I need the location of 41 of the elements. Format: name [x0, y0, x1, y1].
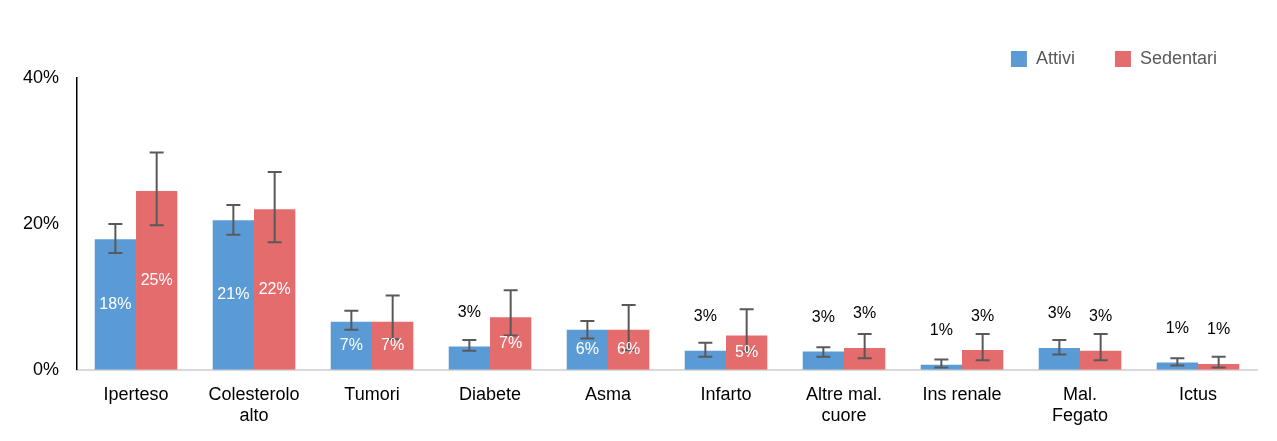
bar	[94, 239, 137, 370]
data-label: 3%	[1047, 304, 1071, 322]
bar	[844, 347, 886, 370]
y-tick-label: 40%	[23, 66, 60, 87]
y-tick-label: 20%	[23, 212, 60, 233]
x-tick-label: Colesterolo alto	[208, 383, 300, 426]
x-tick-label: Ins renale	[922, 383, 1002, 404]
bar	[254, 209, 296, 370]
data-label: 3%	[853, 304, 877, 322]
legend-label: Attivi	[1035, 47, 1075, 68]
bar	[448, 346, 491, 370]
x-tick-label: Ictus	[1178, 383, 1218, 404]
data-label: 1%	[1207, 320, 1231, 338]
data-label: 3%	[811, 307, 835, 325]
data-label: 22%	[258, 279, 291, 297]
data-label: 1%	[1165, 318, 1189, 336]
data-label: 3%	[971, 306, 995, 324]
data-label: 1%	[929, 321, 953, 339]
data-label: 6%	[575, 340, 599, 358]
data-label: 3%	[457, 302, 481, 320]
x-tick-label: Diabete	[458, 383, 522, 404]
bar	[1038, 347, 1080, 370]
data-label: 18%	[99, 294, 132, 312]
bar	[962, 350, 1004, 370]
x-tick-label: Iperteso	[103, 383, 169, 404]
bar	[136, 191, 178, 370]
x-tick-label: Mal. Fegato	[1051, 383, 1109, 426]
bar	[212, 220, 255, 370]
data-label: 25%	[140, 270, 173, 288]
data-label: 21%	[217, 285, 250, 303]
x-tick-label: Infarto	[700, 383, 752, 404]
y-tick-label: 0%	[33, 358, 60, 379]
data-label: 3%	[1089, 307, 1113, 325]
data-label: 7%	[339, 336, 363, 354]
data-label: 3%	[693, 307, 717, 325]
x-tick-label: Altre mal. cuore	[805, 383, 883, 426]
x-tick-label: Asma	[585, 383, 633, 404]
legend-label: Sedentari	[1139, 47, 1218, 68]
data-label: 7%	[381, 336, 405, 354]
data-label: 7%	[499, 333, 523, 351]
x-tick-label: Tumori	[344, 383, 400, 404]
